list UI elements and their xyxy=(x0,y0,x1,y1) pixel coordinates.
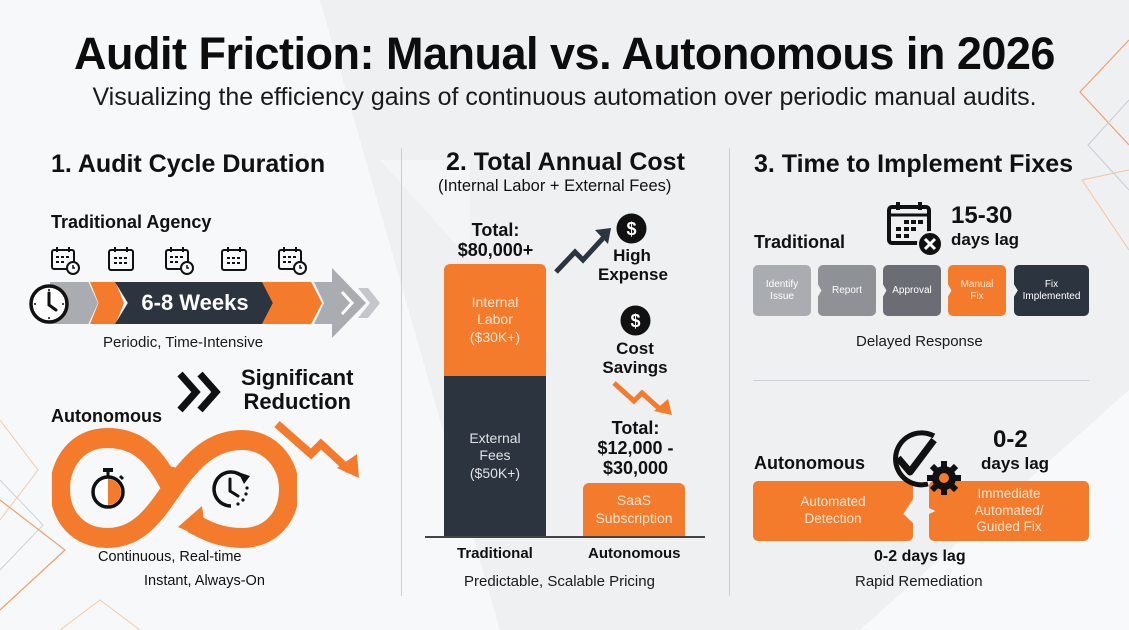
reduction-label: Significant Reduction xyxy=(241,365,354,415)
calendar-clock-icon xyxy=(51,247,80,275)
autonomous-lag-value: 0-2 xyxy=(993,426,1028,453)
step-line1: Approval xyxy=(892,284,932,296)
autonomous-total-value-low: $12,000 - xyxy=(597,437,674,458)
calendar-icon xyxy=(221,247,247,271)
arrow-head-icon xyxy=(314,268,380,338)
bar-external-line3: ($50K+) xyxy=(469,464,521,481)
check-gear-icon xyxy=(893,430,961,495)
autonomous-total-label: Total: xyxy=(611,418,660,438)
duration-bar: 6-8 Weeks xyxy=(115,282,275,324)
bar-saas-subscription: SaaS Subscription xyxy=(583,483,685,536)
autonomous-fix-caption: Rapid Remediation xyxy=(855,573,983,590)
autonomous-fix-label: Autonomous xyxy=(754,453,865,473)
traditional-total-label: Total: xyxy=(471,220,520,240)
bar-saas-line2: Subscription xyxy=(595,509,673,526)
bar-internal-line3: ($30K+) xyxy=(469,328,521,345)
auto-box2-line1: Immediate xyxy=(977,485,1041,501)
divider-right xyxy=(729,148,730,596)
step-line2: Issue xyxy=(770,290,794,302)
chart-baseline xyxy=(425,536,705,538)
bar-internal-line2: Labor xyxy=(477,311,513,328)
history-clock-icon xyxy=(212,470,250,508)
reduction-label-line1: Significant xyxy=(241,365,354,390)
step-report: Report xyxy=(818,265,876,316)
high-expense-line2: Expense xyxy=(598,264,668,284)
section3-title: 3. Time to Implement Fixes xyxy=(754,150,1074,178)
svg-text:$: $ xyxy=(630,311,640,331)
reduction-label-line2: Reduction xyxy=(243,389,351,415)
autonomous-caption1: Continuous, Real-time xyxy=(98,549,242,565)
calendar-clock-icon xyxy=(165,247,194,275)
autonomous-label: Autonomous xyxy=(51,406,162,426)
dollar-coin-icon: $ xyxy=(620,305,651,336)
trend-up-arrow-icon xyxy=(554,228,611,274)
section2-title: 2. Total Annual Cost xyxy=(446,148,685,176)
bar-saas-line1: SaaS xyxy=(616,492,652,508)
page-title: Audit Friction: Manual vs. Autonomous in… xyxy=(74,28,1055,79)
step-line2: Implemented xyxy=(1022,290,1081,302)
autonomous-lag-unit: days lag xyxy=(981,454,1050,473)
traditional-agency-label: Traditional Agency xyxy=(51,212,212,232)
step-line1: Report xyxy=(831,284,862,296)
traditional-label: Traditional xyxy=(754,232,846,252)
traditional-total: Total: $80,000+ xyxy=(443,220,548,261)
bar-external-fees: External Fees ($50K+) xyxy=(444,376,546,536)
traditional-lag-unit: days lag xyxy=(951,230,1020,249)
cost-savings-line1: Cost xyxy=(616,339,654,358)
autonomous-total: Total: $12,000 - $30,000 xyxy=(583,418,688,478)
x-label-traditional: Traditional xyxy=(457,545,533,562)
svg-text:$: $ xyxy=(626,219,636,239)
section2-subtitle: (Internal Labor + External Fees) xyxy=(438,177,672,195)
autonomous-caption2: Instant, Always-On xyxy=(144,573,265,589)
traditional-caption: Periodic, Time-Intensive xyxy=(103,334,264,351)
traditional-total-value: $80,000+ xyxy=(457,239,534,260)
clock-icon xyxy=(29,284,69,324)
high-expense-label: High Expense xyxy=(598,246,668,284)
cost-savings-line2: Savings xyxy=(602,357,668,377)
traditional-fix-caption: Delayed Response xyxy=(856,333,983,350)
cost-savings-label: Cost Savings xyxy=(600,339,670,377)
step-line1: Fix xyxy=(1044,278,1059,290)
step-identify-issue: Identify Issue xyxy=(753,265,811,316)
traditional-lag-value: 15-30 xyxy=(951,202,1013,229)
step-line1: Manual xyxy=(960,278,994,290)
step-approval: Approval xyxy=(883,265,941,316)
section1-title: 1. Audit Cycle Duration xyxy=(51,150,326,178)
divider-section3 xyxy=(753,380,1089,381)
high-expense-line1: High xyxy=(613,246,651,265)
calendar-icon xyxy=(108,247,134,271)
double-chevron-icon xyxy=(177,371,221,413)
bar-external-line2: Fees xyxy=(479,447,511,464)
bar-internal-labor: Internal Labor ($30K+) xyxy=(444,264,546,376)
trend-down-arrow-icon xyxy=(612,381,672,415)
step-fix-implemented: Fix Implemented xyxy=(1014,265,1089,316)
stopwatch-icon xyxy=(91,468,125,509)
step-manual-fix: Manual Fix xyxy=(948,265,1006,316)
step-line1: Identify xyxy=(765,278,799,290)
calendar-cancel-icon xyxy=(887,202,943,257)
autonomous-lag-caption: 0-2 days lag xyxy=(874,548,966,565)
bar-internal-line1: Internal xyxy=(471,293,519,310)
step-line2: Fix xyxy=(970,290,984,302)
auto-box1-line2: Detection xyxy=(804,511,862,526)
section2-caption: Predictable, Scalable Pricing xyxy=(464,573,655,590)
dollar-coin-icon: $ xyxy=(616,213,647,244)
divider-left xyxy=(401,148,402,596)
auto-box2-line2: Automated/ xyxy=(974,502,1044,518)
bar-external-line1: External xyxy=(469,429,521,446)
auto-box2-line3: Guided Fix xyxy=(976,519,1042,535)
x-label-autonomous: Autonomous xyxy=(588,545,681,562)
calendar-clock-icon xyxy=(278,247,307,275)
autonomous-total-value-high: $30,000 xyxy=(602,457,669,478)
auto-box1-line1: Automated xyxy=(800,494,866,510)
page-subtitle: Visualizing the efficiency gains of cont… xyxy=(92,83,1037,111)
